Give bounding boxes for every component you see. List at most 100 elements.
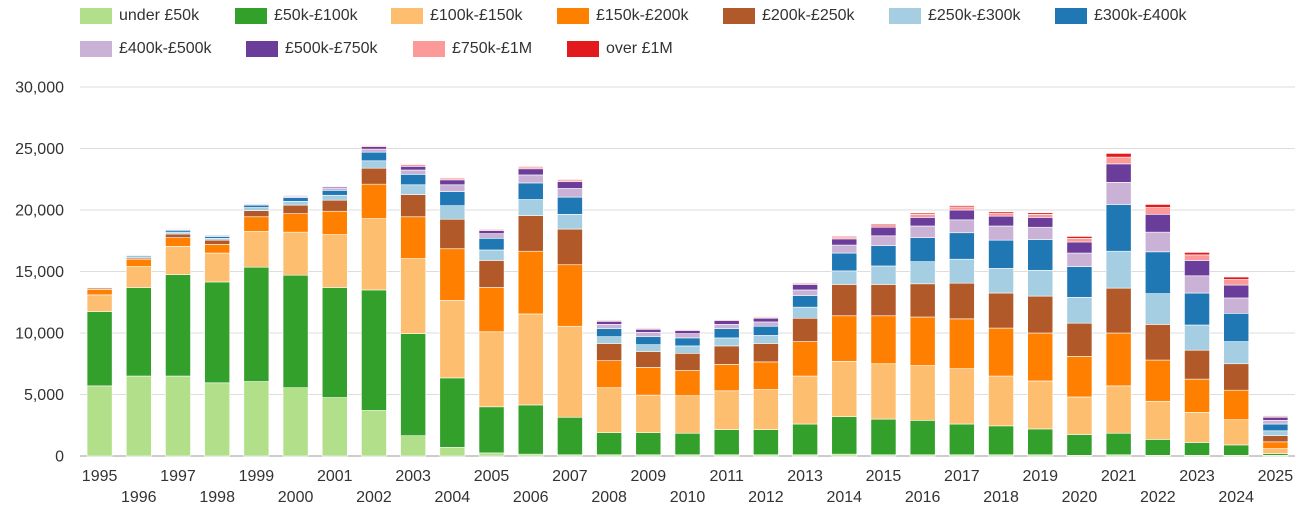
bar-segment	[557, 178, 583, 181]
bar-segment	[988, 215, 1014, 227]
bar-segment	[909, 283, 936, 318]
bar-segment	[1066, 396, 1093, 435]
x-tick-label: 2017	[944, 468, 980, 485]
bar-segment	[792, 341, 818, 377]
legend-item[interactable]: £150k-£200k	[557, 6, 689, 26]
bar-segment	[1262, 423, 1289, 432]
bar-segment	[949, 232, 975, 260]
bar-segment	[1223, 297, 1250, 314]
bar-segment	[831, 315, 858, 362]
bar-segment	[439, 184, 466, 192]
bar-segment	[713, 345, 740, 365]
bar-segment	[400, 216, 426, 259]
bar-segment	[204, 252, 231, 283]
bar-segment	[949, 318, 975, 369]
bar-segment	[557, 196, 583, 215]
x-tick-label: 2010	[670, 489, 706, 506]
bar-segment	[1262, 430, 1289, 437]
legend-item[interactable]: £250k-£300k	[889, 6, 1021, 26]
bar-segment	[282, 204, 309, 214]
bar-segment	[282, 274, 309, 389]
bar-segment	[1223, 279, 1250, 286]
bar-segment	[282, 387, 309, 457]
bar-segment	[86, 294, 113, 312]
legend-item[interactable]: over £1M	[567, 39, 673, 59]
legend-label: £50k-£100k	[274, 7, 358, 24]
bar-segment	[635, 432, 662, 456]
bar-segment	[439, 191, 466, 206]
bar-segment	[792, 284, 818, 291]
bar-stack	[1144, 204, 1171, 457]
bar-segment	[1066, 322, 1093, 357]
bar-segment	[635, 344, 662, 352]
bar-segment	[1144, 400, 1171, 440]
legend-swatch	[246, 41, 278, 57]
bar-stack	[321, 185, 348, 457]
x-tick-label: 2008	[591, 489, 627, 506]
bar-segment	[282, 213, 309, 233]
legend-item[interactable]: £200k-£250k	[723, 6, 855, 26]
bar-segment	[909, 316, 936, 366]
bar-segment	[1144, 439, 1171, 456]
bar-segment	[1066, 297, 1093, 324]
y-tick-label: 10,000	[15, 326, 64, 343]
x-tick-label: 2003	[395, 468, 431, 485]
bar-stack	[165, 228, 191, 457]
bar-segment	[909, 237, 936, 262]
bar-stack	[478, 228, 505, 457]
x-tick-label: 2025	[1258, 468, 1294, 485]
bar-segment	[1223, 419, 1250, 446]
bar-segment	[988, 425, 1014, 456]
y-tick-label: 5,000	[24, 387, 64, 404]
x-tick-label: 1996	[121, 489, 157, 506]
bar-segment	[674, 395, 701, 434]
bar-segment	[243, 204, 270, 208]
bar-segment	[1027, 428, 1054, 456]
bar-segment	[361, 410, 387, 457]
bar-segment	[400, 169, 426, 175]
bar-segment	[478, 452, 505, 457]
legend-swatch	[567, 41, 599, 57]
legend-item[interactable]: £400k-£500k	[80, 39, 212, 59]
bar-segment	[1184, 412, 1210, 443]
bar-segment	[1066, 241, 1093, 254]
x-tick-label: 2021	[1101, 468, 1137, 485]
bar-segment	[753, 321, 779, 327]
bar-segment	[478, 287, 505, 333]
y-tick-label: 20,000	[15, 203, 64, 220]
bar-segment	[1027, 214, 1054, 218]
bar-segment	[1184, 378, 1210, 413]
bar-segment	[674, 370, 701, 397]
x-tick-label: 2004	[435, 489, 471, 506]
bar-segment	[1105, 432, 1132, 456]
y-tick-label: 30,000	[15, 80, 64, 97]
bar-stack	[361, 144, 387, 457]
bar-segment	[713, 364, 740, 392]
legend-item[interactable]: £100k-£150k	[391, 6, 523, 26]
legend-item[interactable]: under £50k	[80, 6, 199, 26]
legend-item[interactable]: £300k-£400k	[1055, 6, 1187, 26]
bar-segment	[1262, 435, 1289, 443]
bar-segment	[792, 282, 818, 284]
bar-segment	[831, 244, 858, 254]
bar-segment	[1105, 182, 1132, 205]
legend-swatch	[235, 8, 267, 24]
bar-segment	[1262, 415, 1289, 417]
bar-segment	[557, 228, 583, 266]
bar-segment	[988, 211, 1014, 214]
bar-segment	[674, 345, 701, 354]
bar-segment	[1027, 380, 1054, 430]
x-tick-label: 2013	[787, 468, 823, 485]
legend-label: over £1M	[606, 40, 673, 57]
bar-segment	[439, 248, 466, 301]
bar-segment	[909, 420, 936, 456]
legend-item[interactable]: £500k-£750k	[246, 39, 378, 59]
bar-segment	[1066, 237, 1093, 243]
bar-stack	[870, 223, 897, 457]
legend-item[interactable]: £50k-£100k	[235, 6, 358, 26]
legend-item[interactable]: £750k-£1M	[413, 39, 532, 59]
bar-segment	[674, 333, 701, 339]
x-tick-label: 2024	[1218, 489, 1254, 506]
bar-segment	[870, 224, 897, 228]
bar-segment	[165, 375, 191, 457]
